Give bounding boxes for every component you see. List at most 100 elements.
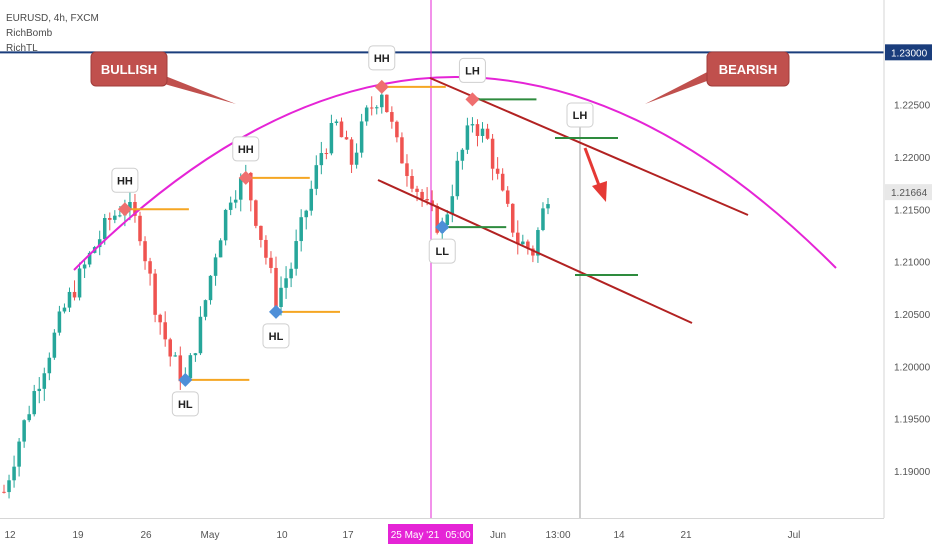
time-tick-label: Jun: [490, 530, 506, 541]
candle-body: [410, 176, 414, 189]
candle-body: [465, 125, 470, 150]
candle-body: [259, 225, 263, 240]
resistance-price-text: 1.23000: [891, 48, 928, 59]
candle-body: [57, 311, 62, 333]
candle-body: [344, 137, 349, 140]
price-tick-label: 1.19500: [894, 415, 931, 426]
candle-body: [369, 107, 374, 109]
price-tick-label: 1.22000: [894, 153, 931, 164]
pivot-marker: [178, 372, 193, 387]
candle-body: [233, 199, 238, 203]
candle-body: [400, 137, 404, 164]
pivot-label: HH: [117, 175, 133, 187]
candle-body: [128, 201, 132, 210]
pivot-label-box: [171, 391, 199, 417]
bearish-arrow-head: [592, 181, 607, 202]
candle-body: [168, 339, 172, 357]
candle-body: [143, 241, 147, 262]
candle-body: [173, 355, 178, 357]
time-tick-label: 26: [140, 530, 152, 541]
candle-body: [531, 248, 535, 256]
candle-body: [118, 215, 122, 217]
pivot-label-box: [262, 323, 290, 349]
candle-body: [385, 94, 389, 113]
price-tick-label: 1.21500: [894, 205, 931, 216]
pivot-marker: [465, 92, 480, 107]
candle-body: [279, 287, 283, 307]
indicator-legend-richbomb: RichBomb: [6, 28, 53, 39]
candle-body: [450, 196, 455, 215]
channel-lower-line: [377, 179, 693, 324]
candle-body: [198, 316, 203, 354]
candle-body: [62, 307, 67, 312]
candle-body: [314, 165, 319, 189]
candle-body: [163, 322, 167, 340]
candle-body: [390, 112, 394, 122]
bullish-callout-text: BULLISH: [101, 62, 157, 77]
candle-body: [334, 121, 339, 124]
candle-body: [32, 391, 36, 415]
candle-body: [319, 153, 324, 166]
candle-body: [526, 241, 530, 249]
dome-arc: [73, 76, 837, 271]
price-tick-label: 1.22500: [894, 101, 931, 112]
candle-body: [430, 200, 434, 207]
candle-body: [420, 191, 424, 200]
candle-body: [541, 208, 545, 231]
time-tick-label: Jul: [788, 530, 801, 541]
candle-body: [364, 107, 369, 122]
price-tick-label: 1.19000: [894, 467, 931, 478]
candle-body: [47, 357, 52, 374]
candle-body: [395, 121, 399, 138]
candle-body: [470, 124, 475, 126]
candle-body: [37, 388, 42, 392]
candle-body: [374, 107, 379, 109]
pivot-marker: [269, 304, 283, 319]
candle-body: [138, 215, 142, 242]
candle-body: [223, 209, 228, 241]
channel-upper-line: [429, 77, 749, 216]
time-tick-label: 12: [4, 530, 16, 541]
candle-body: [269, 257, 273, 268]
candle-body: [500, 173, 505, 191]
candle-body: [218, 240, 223, 258]
pivot-label-box: [428, 238, 456, 264]
price-tick-label: 1.21000: [894, 258, 931, 269]
time-tick-label: 25 May '21: [391, 530, 440, 541]
price-tick-label: 1.20000: [894, 362, 931, 373]
candle-body: [359, 121, 364, 153]
time-tick-label: May: [201, 530, 220, 541]
date-marker-badge: [388, 524, 473, 544]
candle-body: [516, 232, 520, 245]
candle-body: [249, 172, 253, 201]
candle-body: [67, 291, 72, 308]
candle-body: [12, 466, 16, 481]
pivot-marker: [238, 170, 253, 185]
candle-body: [87, 252, 92, 265]
pivot-label-box: [111, 167, 139, 193]
candle-body: [7, 480, 11, 493]
candle-body: [264, 239, 268, 258]
candle-body: [475, 124, 480, 136]
candle-body: [495, 168, 500, 174]
candle-body: [536, 230, 540, 256]
price-tick-label: 1.20500: [894, 310, 931, 321]
candle-body: [349, 139, 354, 165]
candle-body: [72, 291, 77, 298]
time-tick-label: 14: [613, 530, 625, 541]
candle-body: [108, 217, 112, 220]
overlays-layer: HH HL HH HL HH LL LH LH BULLISH BEARISH: [0, 0, 884, 518]
pivot-marker: [435, 220, 450, 235]
candle-body: [505, 190, 510, 204]
candle-body: [309, 188, 314, 211]
candle-body: [339, 121, 344, 138]
candle-body: [289, 268, 293, 279]
candle-body: [405, 163, 409, 177]
candle-body: [82, 264, 87, 269]
candle-body: [254, 200, 258, 226]
pivot-label: LH: [465, 65, 480, 77]
projection-label-box: [566, 102, 594, 128]
indicator-legend-richtl: RichTL: [6, 43, 38, 54]
candle-body: [304, 210, 308, 218]
